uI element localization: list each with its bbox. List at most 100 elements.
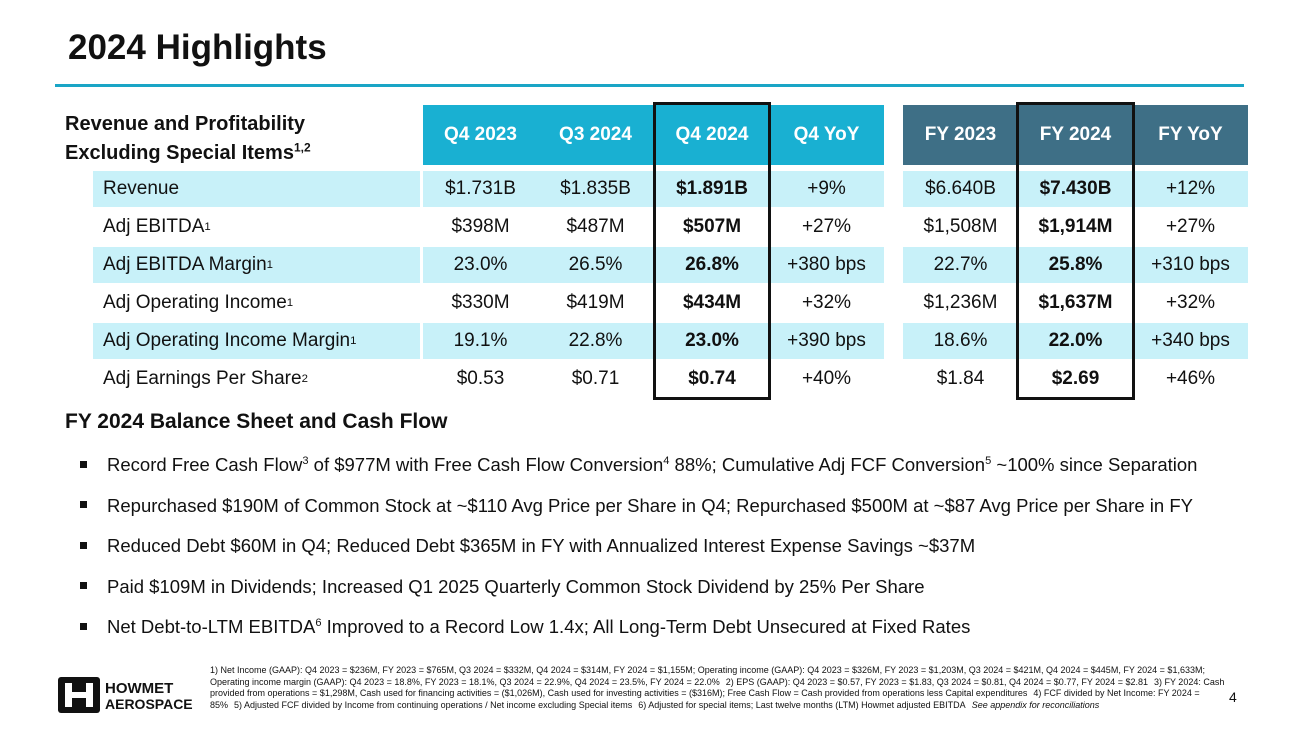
- title-rule: [55, 84, 1244, 87]
- section-heading: FY 2024 Balance Sheet and Cash Flow: [65, 410, 448, 433]
- page-number: 4: [1229, 689, 1237, 705]
- row-label-text: Adj Earnings Per Share: [103, 368, 302, 389]
- table-cell: $487M: [566, 216, 625, 237]
- table-cell: 25.8%: [1018, 247, 1133, 283]
- table-cell: $1.891B: [655, 171, 769, 207]
- table-cell: +12%: [1133, 171, 1248, 207]
- appendix-note: See appendix for reconciliations: [971, 699, 1100, 710]
- row-label-text: Revenue: [103, 178, 180, 199]
- bullet: Reduced Debt $60M in Q4; Reduced Debt $3…: [80, 535, 975, 557]
- row-label-text: Adj Operating Income Margin: [103, 330, 351, 351]
- bullet-text: ~100% since Separation: [991, 454, 1198, 475]
- logo-mark-part: [86, 683, 93, 707]
- table-cell: 23.0%: [655, 323, 769, 359]
- table-cell: $1,914M: [1038, 216, 1113, 237]
- bullet-text: Record Free Cash Flow: [107, 454, 303, 475]
- bullet: Record Free Cash Flow3 of $977M with Fre…: [80, 454, 1197, 476]
- table-cell: +340 bps: [1133, 323, 1248, 359]
- table-cell: $1.835B: [538, 171, 653, 207]
- table-cell: $1,236M: [923, 292, 998, 313]
- bullet-marker: [80, 582, 87, 590]
- footnote: 5) Adjusted FCF divided by Income from c…: [234, 699, 633, 710]
- table-cell: $1,637M: [1038, 292, 1113, 313]
- row-label: Adj EBITDA 1: [103, 216, 211, 237]
- column-header: Q4 2023: [423, 105, 538, 165]
- footnote: 2) EPS (GAAP): Q4 2023 = $0.57, FY 2023 …: [725, 676, 1148, 687]
- bullet-text: Paid $109M in Dividends; Increased Q1 20…: [107, 575, 925, 597]
- table-cell: +46%: [1165, 368, 1216, 389]
- label-text: Revenue and Profitability Excluding Spec…: [65, 113, 306, 164]
- label-sup: 1,2: [293, 140, 311, 155]
- bullet-text: Repurchased $190M of Common Stock at ~$1…: [107, 494, 1193, 516]
- bullet-text: Net Debt-to-LTM EBITDA: [107, 616, 316, 637]
- highlight-box: [1016, 102, 1135, 400]
- table-cell: +9%: [769, 171, 884, 207]
- table-cell: 18.6%: [903, 323, 1018, 359]
- table-cell: +32%: [1165, 292, 1216, 313]
- column-header: FY 2023: [903, 105, 1018, 165]
- table-cell: 23.0%: [423, 247, 538, 283]
- table-cell: 22.8%: [538, 323, 653, 359]
- table-cell: $1.84: [936, 368, 985, 389]
- bullet-text: 88%; Cumulative Adj FCF Conversion: [669, 454, 986, 475]
- bullet-marker: [80, 541, 87, 549]
- table-cell: $1,508M: [923, 216, 998, 237]
- column-header: Q4 2024: [655, 105, 769, 165]
- logo-mark-part: [65, 683, 72, 707]
- logo-line1: HOWMET: [105, 680, 173, 697]
- table-cell: $398M: [451, 216, 510, 237]
- table-cell: $419M: [566, 292, 625, 313]
- table-cell: $0.71: [571, 368, 620, 389]
- table-cell: $507M: [682, 216, 742, 237]
- table-cell: $6.640B: [903, 171, 1018, 207]
- table-cell: $434M: [682, 292, 742, 313]
- logo-mark-part: [72, 692, 86, 698]
- table-cell: +40%: [801, 368, 852, 389]
- column-header: FY 2024: [1018, 105, 1133, 165]
- bullet-text: of $977M with Free Cash Flow Conversion: [308, 454, 664, 475]
- highlight-box: [653, 102, 771, 400]
- row-label: Adj Operating Income 1: [103, 292, 294, 313]
- table-cell: 26.5%: [538, 247, 653, 283]
- table-header-label: Revenue and Profitability Excluding Spec…: [65, 110, 385, 168]
- table-cell: $330M: [451, 292, 510, 313]
- table-cell: +32%: [801, 292, 852, 313]
- table-cell: +390 bps: [769, 323, 884, 359]
- slide-title: 2024 Highlights: [68, 28, 327, 67]
- bullet-marker: [80, 460, 87, 468]
- table-cell: $0.74: [688, 368, 736, 389]
- bullet: Repurchased $190M of Common Stock at ~$1…: [80, 495, 1193, 517]
- row-label-text: Adj Operating Income: [103, 292, 287, 313]
- row-label: Revenue: [93, 171, 420, 207]
- table-cell: 26.8%: [655, 247, 769, 283]
- footnote: 1) Net Income (GAAP): Q4 2023 = $236M, F…: [210, 665, 1205, 687]
- table-cell: +310 bps: [1133, 247, 1248, 283]
- column-header: FY YoY: [1133, 105, 1248, 165]
- table-cell: $1.731B: [423, 171, 538, 207]
- footnote: 6) Adjusted for special items; Last twel…: [638, 699, 966, 710]
- column-header: Q3 2024: [538, 105, 653, 165]
- table-cell: 19.1%: [423, 323, 538, 359]
- bullet-sup: 3: [302, 454, 309, 467]
- table-cell: +27%: [1165, 216, 1216, 237]
- table-cell: $7.430B: [1018, 171, 1133, 207]
- bullet: Paid $109M in Dividends; Increased Q1 20…: [80, 576, 925, 598]
- footnote: 4) FCF divided by Net Income: FY 2024 = …: [210, 688, 1200, 710]
- row-label: Adj Operating Income Margin 1: [93, 323, 420, 359]
- table-cell: 22.7%: [903, 247, 1018, 283]
- bullet-sup: 6: [315, 616, 322, 629]
- bullet-marker: [80, 622, 87, 630]
- table-cell: +380 bps: [769, 247, 884, 283]
- table-cell: $0.53: [456, 368, 505, 389]
- row-label: Adj Earnings Per Share 2: [103, 368, 308, 389]
- footnote: 3) FY 2024: Cash provided from operation…: [210, 676, 1225, 699]
- row-label: Adj EBITDA Margin 1: [93, 247, 420, 283]
- bullet-sup: 4: [663, 454, 670, 467]
- column-header: Q4 YoY: [769, 105, 884, 165]
- row-label-text: Adj EBITDA Margin: [103, 254, 267, 275]
- bullet-marker: [80, 501, 87, 509]
- table-cell: $2.69: [1051, 368, 1100, 389]
- table-cell: 22.0%: [1018, 323, 1133, 359]
- bullet-text: Improved to a Record Low 1.4x; All Long-…: [321, 616, 971, 637]
